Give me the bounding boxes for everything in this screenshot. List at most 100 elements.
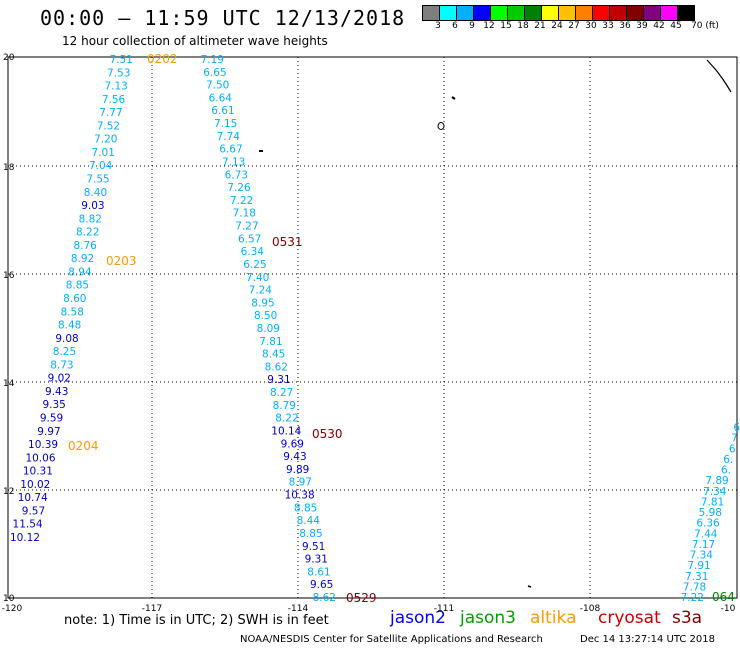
track-id-label: 0529 <box>346 591 377 605</box>
satellite-legend-item: altika <box>530 608 577 628</box>
track-value: 8.85 <box>294 502 317 514</box>
track-value: 8.62 <box>313 592 336 604</box>
track-id-label: 0202 <box>147 52 178 66</box>
track-value: 9.69 <box>281 438 304 450</box>
track-value: 6.57 <box>238 233 261 245</box>
legend-label: 30 <box>585 21 597 31</box>
track-value: 7.27 <box>235 221 258 233</box>
legend-label: 9 <box>469 21 475 31</box>
track-value: 9.43 <box>45 386 68 398</box>
track-value: 6.65 <box>203 67 226 79</box>
legend-label: 24 <box>551 21 563 31</box>
track-value: 8.94 <box>68 266 92 278</box>
track-value: 7.15 <box>214 118 237 130</box>
track-value: 7.81 <box>259 336 282 348</box>
x-tick-label: -114 <box>288 604 309 614</box>
island <box>451 96 456 100</box>
y-tick-label: 10 <box>3 594 15 604</box>
track-value: 7.34 <box>703 486 727 498</box>
map-frame <box>7 56 738 599</box>
satellite-legend-item: s3a <box>672 608 703 628</box>
track-value: 8.48 <box>58 320 81 332</box>
legend-label: 3 <box>435 21 441 31</box>
island <box>527 585 532 588</box>
track-value: 7.04 <box>89 160 113 172</box>
track-value: 6 <box>733 422 740 434</box>
legend-label: 42 <box>653 21 665 31</box>
y-tick-label: 20 <box>3 53 15 63</box>
track-value: 8.85 <box>299 528 322 540</box>
track-value: 8.61 <box>307 566 330 578</box>
x-tick-label: -111 <box>434 604 454 614</box>
track-value: 6.73 <box>225 169 248 181</box>
satellite-legend-item: cryosat <box>598 608 661 628</box>
track-value: 6 <box>729 443 736 455</box>
track-value: 8.22 <box>275 413 298 425</box>
track-value: 9.65 <box>310 579 333 591</box>
track-id-label: 0203 <box>106 254 137 268</box>
track-value: 10.31 <box>23 466 53 478</box>
track-value: 7.13 <box>222 156 245 168</box>
track-value: 9.03 <box>81 200 104 212</box>
track-value: 7.24 <box>249 285 273 297</box>
track-value: 5.98 <box>699 507 722 519</box>
legend-label: 6 <box>452 21 458 31</box>
track-value: 8.62 <box>265 361 288 373</box>
track-value: 7.81 <box>701 496 724 508</box>
track-id-label: 0531 <box>272 235 303 249</box>
track-value: 8.58 <box>61 306 84 318</box>
track-value: 7 <box>731 433 738 445</box>
legend-label: 36 <box>619 21 631 31</box>
legend-label: 27 <box>568 21 580 31</box>
track-value: 10.06 <box>25 452 55 464</box>
track-value: 7.51 <box>110 54 133 66</box>
track-value: 9.59 <box>40 413 63 425</box>
track-value: 8.50 <box>254 310 277 322</box>
track-value: 11.54 <box>13 519 43 531</box>
track-value: 10.02 <box>20 479 50 491</box>
track-value: 7.78 <box>683 581 706 593</box>
track-value: 8.60 <box>63 293 86 305</box>
track-value: 6.36 <box>696 518 720 530</box>
track-value: 7.22 <box>681 592 704 604</box>
footnote: note: 1) Time is in UTC; 2) SWH is in fe… <box>64 613 329 628</box>
track-value: 6. <box>723 454 733 466</box>
track-value: 8.27 <box>270 387 293 399</box>
track-value: 9.51 <box>302 541 325 553</box>
legend-label: 70 (ft) <box>691 21 719 31</box>
track-value: 7.89 <box>705 475 728 487</box>
x-tick-label: -117 <box>142 604 162 614</box>
track-value: 7.40 <box>246 272 269 284</box>
track-id-label: 064 <box>712 590 735 604</box>
track-value: 8.45 <box>262 349 285 361</box>
legend-label: 33 <box>602 21 614 31</box>
credit-line: NOAA/NESDIS Center for Satellite Applica… <box>240 634 543 645</box>
track-value: 9.02 <box>48 373 71 385</box>
legend-label: 12 <box>483 21 495 31</box>
track-value: 7.31 <box>685 571 708 583</box>
track-value: 7.17 <box>692 539 715 551</box>
track-value: 8.97 <box>289 477 312 489</box>
satellite-legend-item: jason2 <box>390 608 446 628</box>
track-value: 9.57 <box>22 505 45 517</box>
track-value: 7.53 <box>107 67 130 79</box>
track-value: 8.95 <box>251 297 274 309</box>
track-value: 6.25 <box>243 259 266 271</box>
legend-label: 18 <box>517 21 529 31</box>
y-tick-label: 16 <box>3 271 15 281</box>
track-value: 8.85 <box>66 280 89 292</box>
legend-label: 21 <box>534 21 546 31</box>
track-value: 7.20 <box>94 134 117 146</box>
y-tick-label: 14 <box>3 379 15 389</box>
color-legend-labels: 3 6 9 12 15 18 21 24 27 30 33 36 39 42 45 70 (ft) <box>422 21 740 33</box>
track-value: 9.43 <box>283 451 306 463</box>
legend-swatch <box>677 5 695 21</box>
y-tick-label: 18 <box>3 163 15 173</box>
track-value: 8.44 <box>297 515 321 527</box>
track-value: 6.61 <box>211 105 234 117</box>
track-value: 6. <box>721 465 731 477</box>
track-value: 8.92 <box>71 253 94 265</box>
track-value: 7.56 <box>102 94 126 106</box>
track-value: 7.01 <box>92 147 115 159</box>
